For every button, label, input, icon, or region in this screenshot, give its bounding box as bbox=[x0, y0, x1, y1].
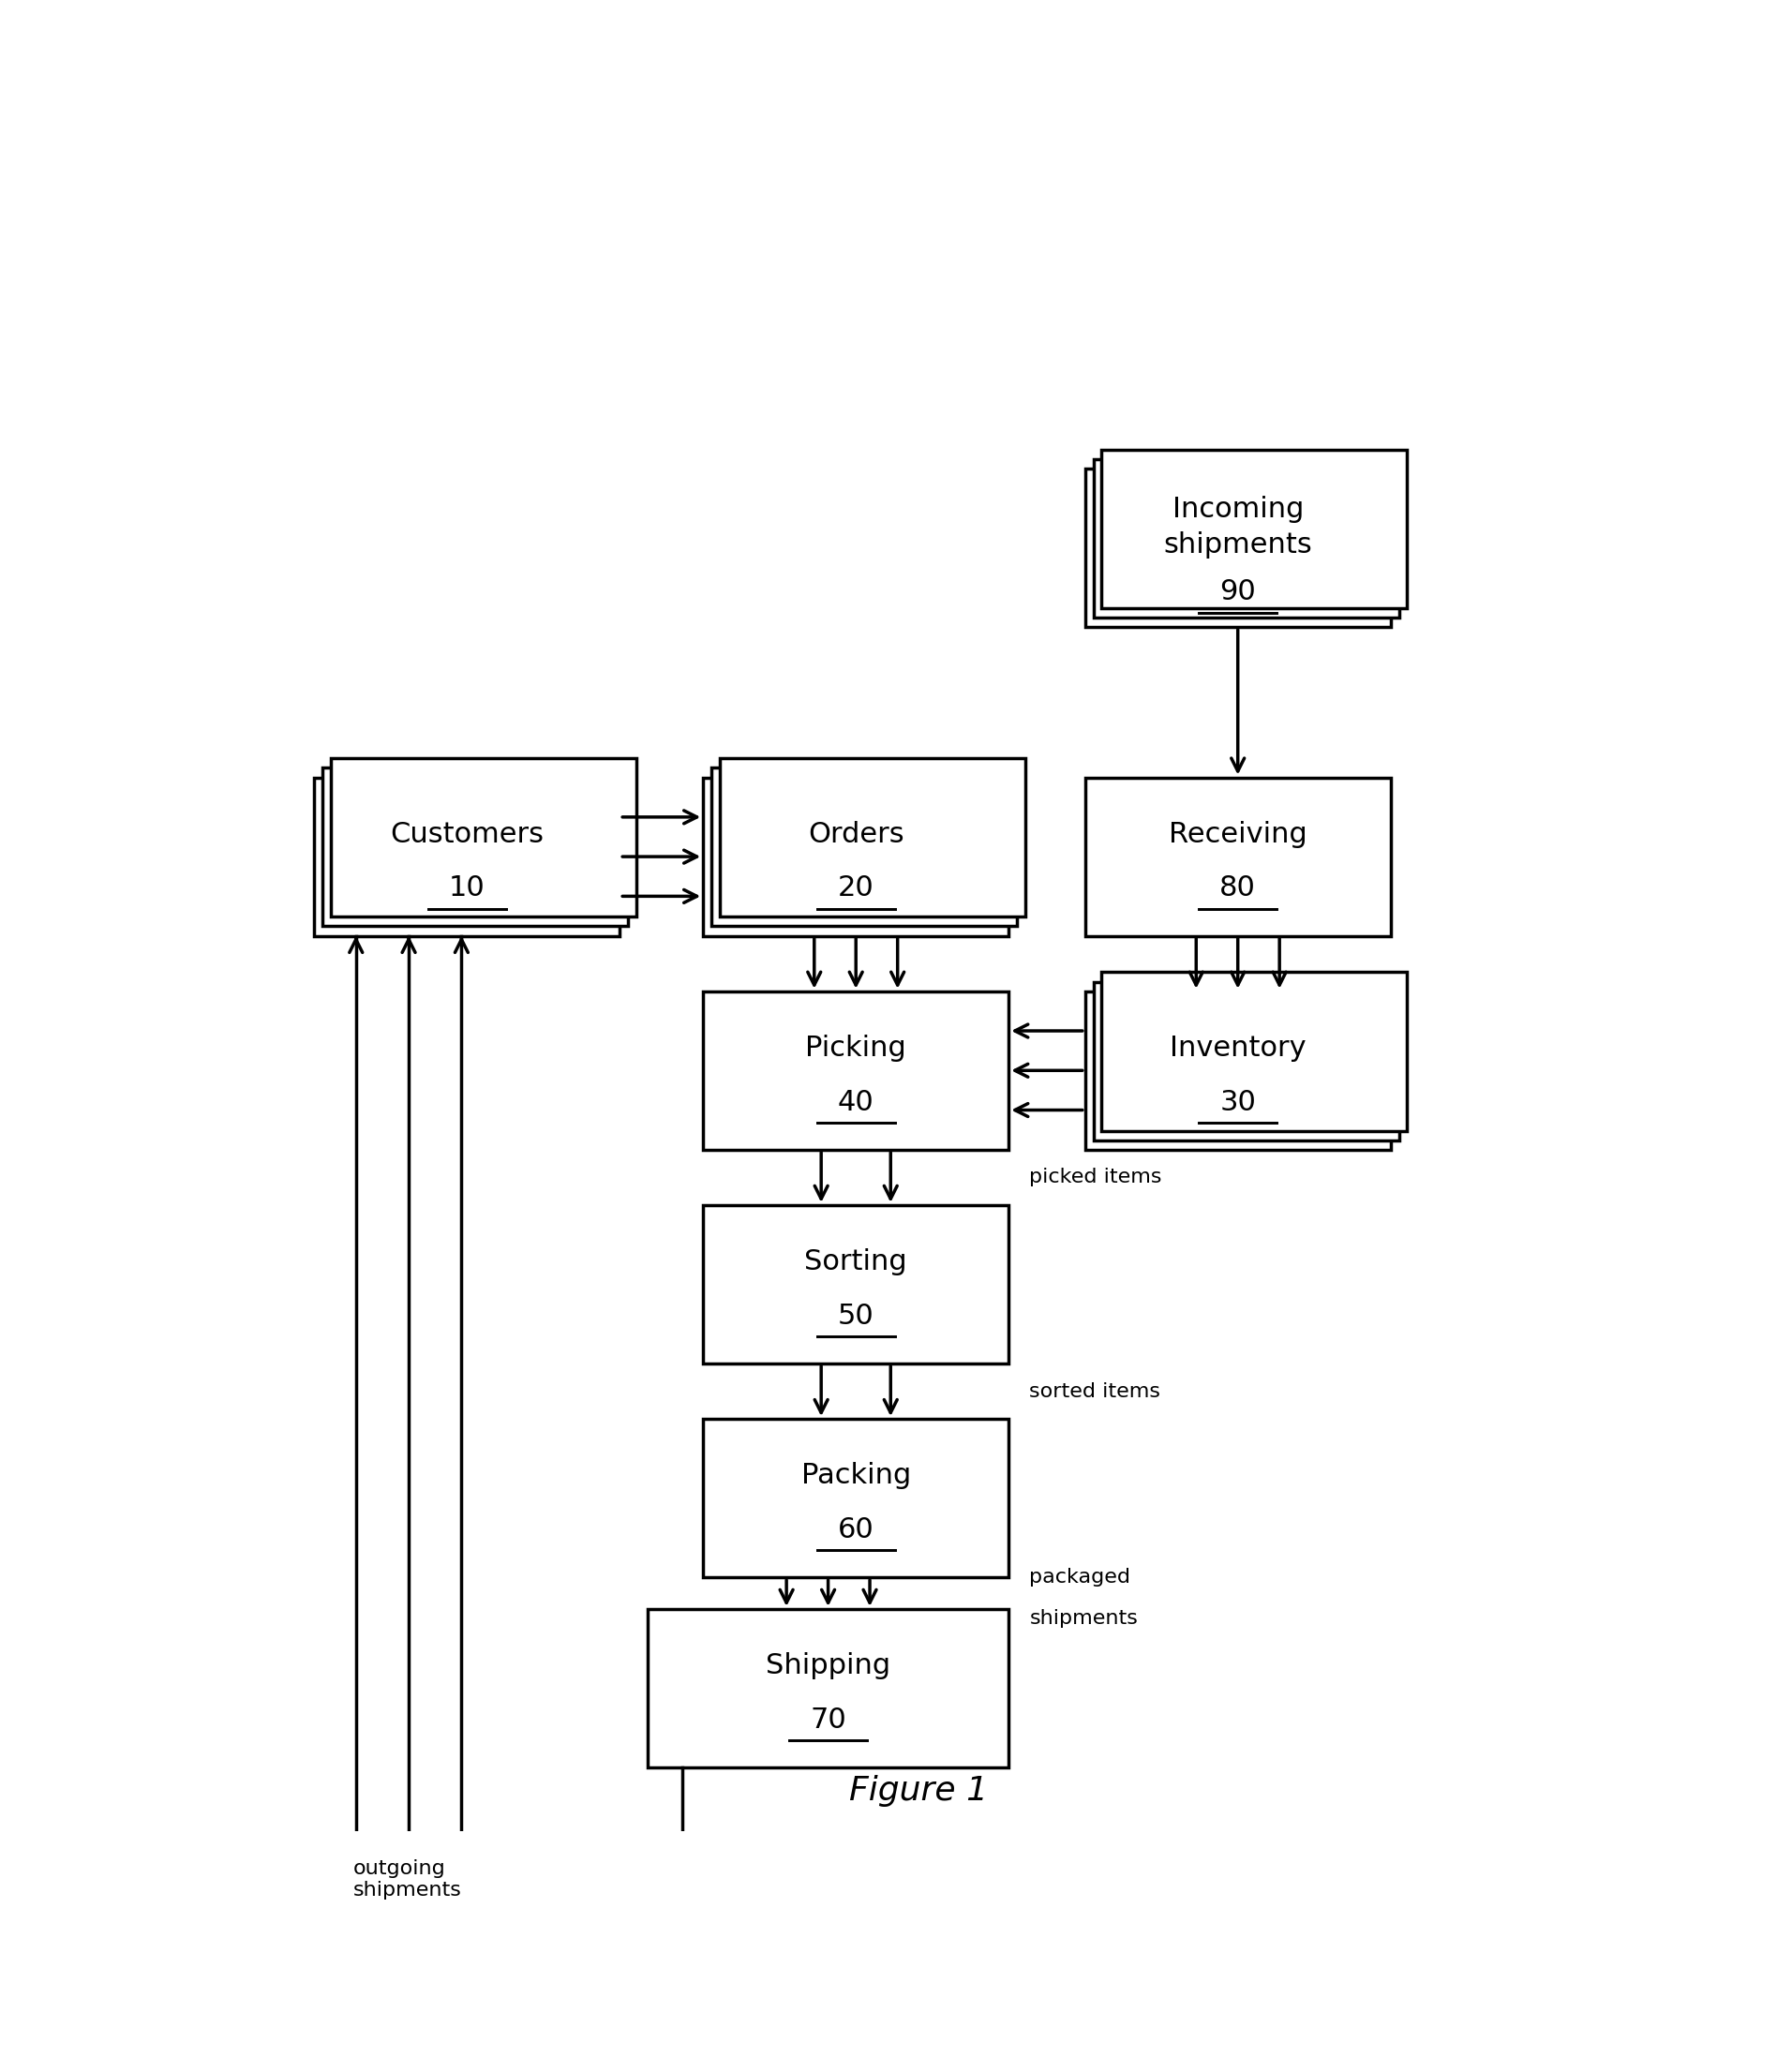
Text: Shipping: Shipping bbox=[765, 1652, 891, 1681]
Text: Orders: Orders bbox=[808, 821, 903, 847]
Text: 50: 50 bbox=[837, 1302, 874, 1329]
Bar bbox=[702, 778, 1009, 936]
Bar bbox=[720, 759, 1025, 917]
Text: picked items: picked items bbox=[1029, 1168, 1163, 1187]
Bar bbox=[1093, 981, 1400, 1140]
Bar bbox=[332, 759, 636, 917]
Bar bbox=[1093, 459, 1400, 617]
Bar bbox=[1102, 973, 1407, 1131]
Text: Packing: Packing bbox=[801, 1463, 910, 1489]
Text: sorted items: sorted items bbox=[1029, 1382, 1161, 1401]
Bar bbox=[711, 767, 1018, 926]
Bar bbox=[1084, 469, 1391, 627]
Bar bbox=[1084, 778, 1391, 936]
Text: shipments: shipments bbox=[1029, 1609, 1138, 1627]
Text: 30: 30 bbox=[1220, 1088, 1256, 1115]
Bar bbox=[702, 1419, 1009, 1578]
Text: Sorting: Sorting bbox=[805, 1249, 907, 1275]
Text: 10: 10 bbox=[448, 874, 486, 901]
Text: Picking: Picking bbox=[805, 1035, 907, 1061]
Text: 60: 60 bbox=[837, 1516, 874, 1543]
Text: 70: 70 bbox=[810, 1705, 846, 1734]
Text: Figure 1: Figure 1 bbox=[849, 1775, 987, 1806]
Text: 40: 40 bbox=[837, 1088, 874, 1115]
Bar bbox=[314, 778, 620, 936]
Text: Receiving: Receiving bbox=[1168, 821, 1306, 847]
Bar bbox=[323, 767, 629, 926]
Bar bbox=[1102, 450, 1407, 609]
Text: 90: 90 bbox=[1220, 578, 1256, 605]
Text: Customers: Customers bbox=[391, 821, 545, 847]
Text: outgoing
shipments: outgoing shipments bbox=[353, 1860, 462, 1901]
Bar bbox=[647, 1609, 1009, 1767]
Text: 80: 80 bbox=[1220, 874, 1256, 901]
Text: 20: 20 bbox=[837, 874, 874, 901]
Bar bbox=[702, 991, 1009, 1150]
Text: Inventory: Inventory bbox=[1170, 1035, 1306, 1061]
Text: shipments: shipments bbox=[1163, 531, 1312, 557]
Bar bbox=[702, 1205, 1009, 1364]
Bar bbox=[1084, 991, 1391, 1150]
Text: Incoming: Incoming bbox=[1172, 496, 1303, 522]
Text: packaged: packaged bbox=[1029, 1567, 1131, 1586]
